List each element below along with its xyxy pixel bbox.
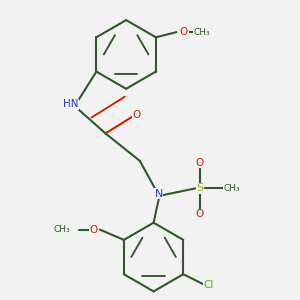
Text: HN: HN (63, 100, 79, 110)
Text: O: O (133, 110, 141, 120)
Text: O: O (196, 209, 204, 219)
Text: CH₃: CH₃ (53, 225, 70, 234)
Text: N: N (154, 189, 163, 199)
Text: CH₃: CH₃ (224, 184, 240, 193)
Text: O: O (89, 225, 98, 235)
Text: S: S (196, 183, 203, 194)
Text: O: O (196, 158, 204, 168)
Text: CH₃: CH₃ (194, 28, 210, 37)
Text: O: O (180, 27, 188, 37)
Text: Cl: Cl (203, 280, 214, 290)
